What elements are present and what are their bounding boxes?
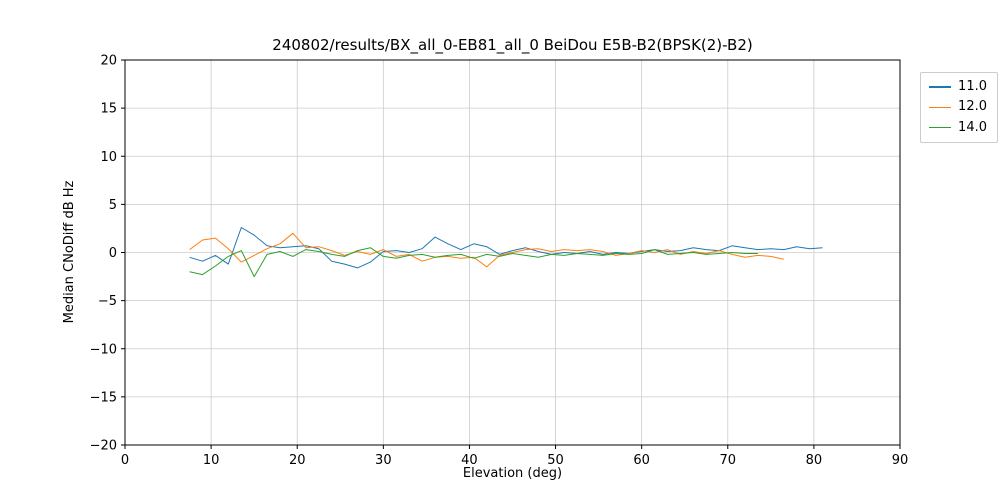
y-tick-label: −15	[90, 390, 117, 405]
x-tick-label: 50	[547, 453, 564, 468]
y-tick-label: 20	[100, 54, 117, 69]
x-tick-label: 20	[289, 453, 306, 468]
y-tick-label: −5	[98, 294, 117, 309]
x-tick-label: 40	[461, 453, 478, 468]
legend-line-swatch	[929, 86, 952, 88]
series-line-12.0	[189, 232, 784, 268]
series-line-14.0	[189, 247, 758, 278]
y-tick-label: −10	[90, 342, 117, 357]
legend-line-swatch	[929, 106, 952, 109]
legend-label: 14.0	[958, 119, 987, 135]
y-tick-label: 5	[109, 198, 117, 213]
y-tick-label: −20	[90, 439, 117, 454]
legend-label: 11.0	[958, 79, 987, 94]
x-tick-label: 10	[203, 453, 220, 468]
x-tick-label: 80	[806, 453, 823, 468]
series-line-11.0	[189, 227, 823, 269]
x-tick-label: 90	[892, 453, 909, 468]
y-tick-label: 0	[109, 246, 117, 261]
legend-label: 12.0	[958, 99, 987, 115]
legend-line-swatch	[929, 126, 952, 129]
x-tick-label: 60	[633, 453, 650, 468]
legend: 11.0 12.0 14.0	[920, 72, 998, 143]
y-tick-label: 15	[100, 102, 117, 117]
x-tick-label: 70	[720, 453, 737, 468]
x-tick-label: 30	[375, 453, 392, 468]
chart-title: 240802/results/BX_all_0-EB81_all_0 BeiDo…	[272, 36, 753, 54]
x-axis-label: Elevation (deg)	[462, 466, 563, 481]
legend-item: 11.0	[929, 79, 987, 94]
legend-item: 14.0	[929, 119, 987, 135]
x-tick-label: 0	[121, 453, 129, 468]
y-tick-label: 10	[100, 150, 117, 165]
legend-item: 12.0	[929, 99, 987, 115]
